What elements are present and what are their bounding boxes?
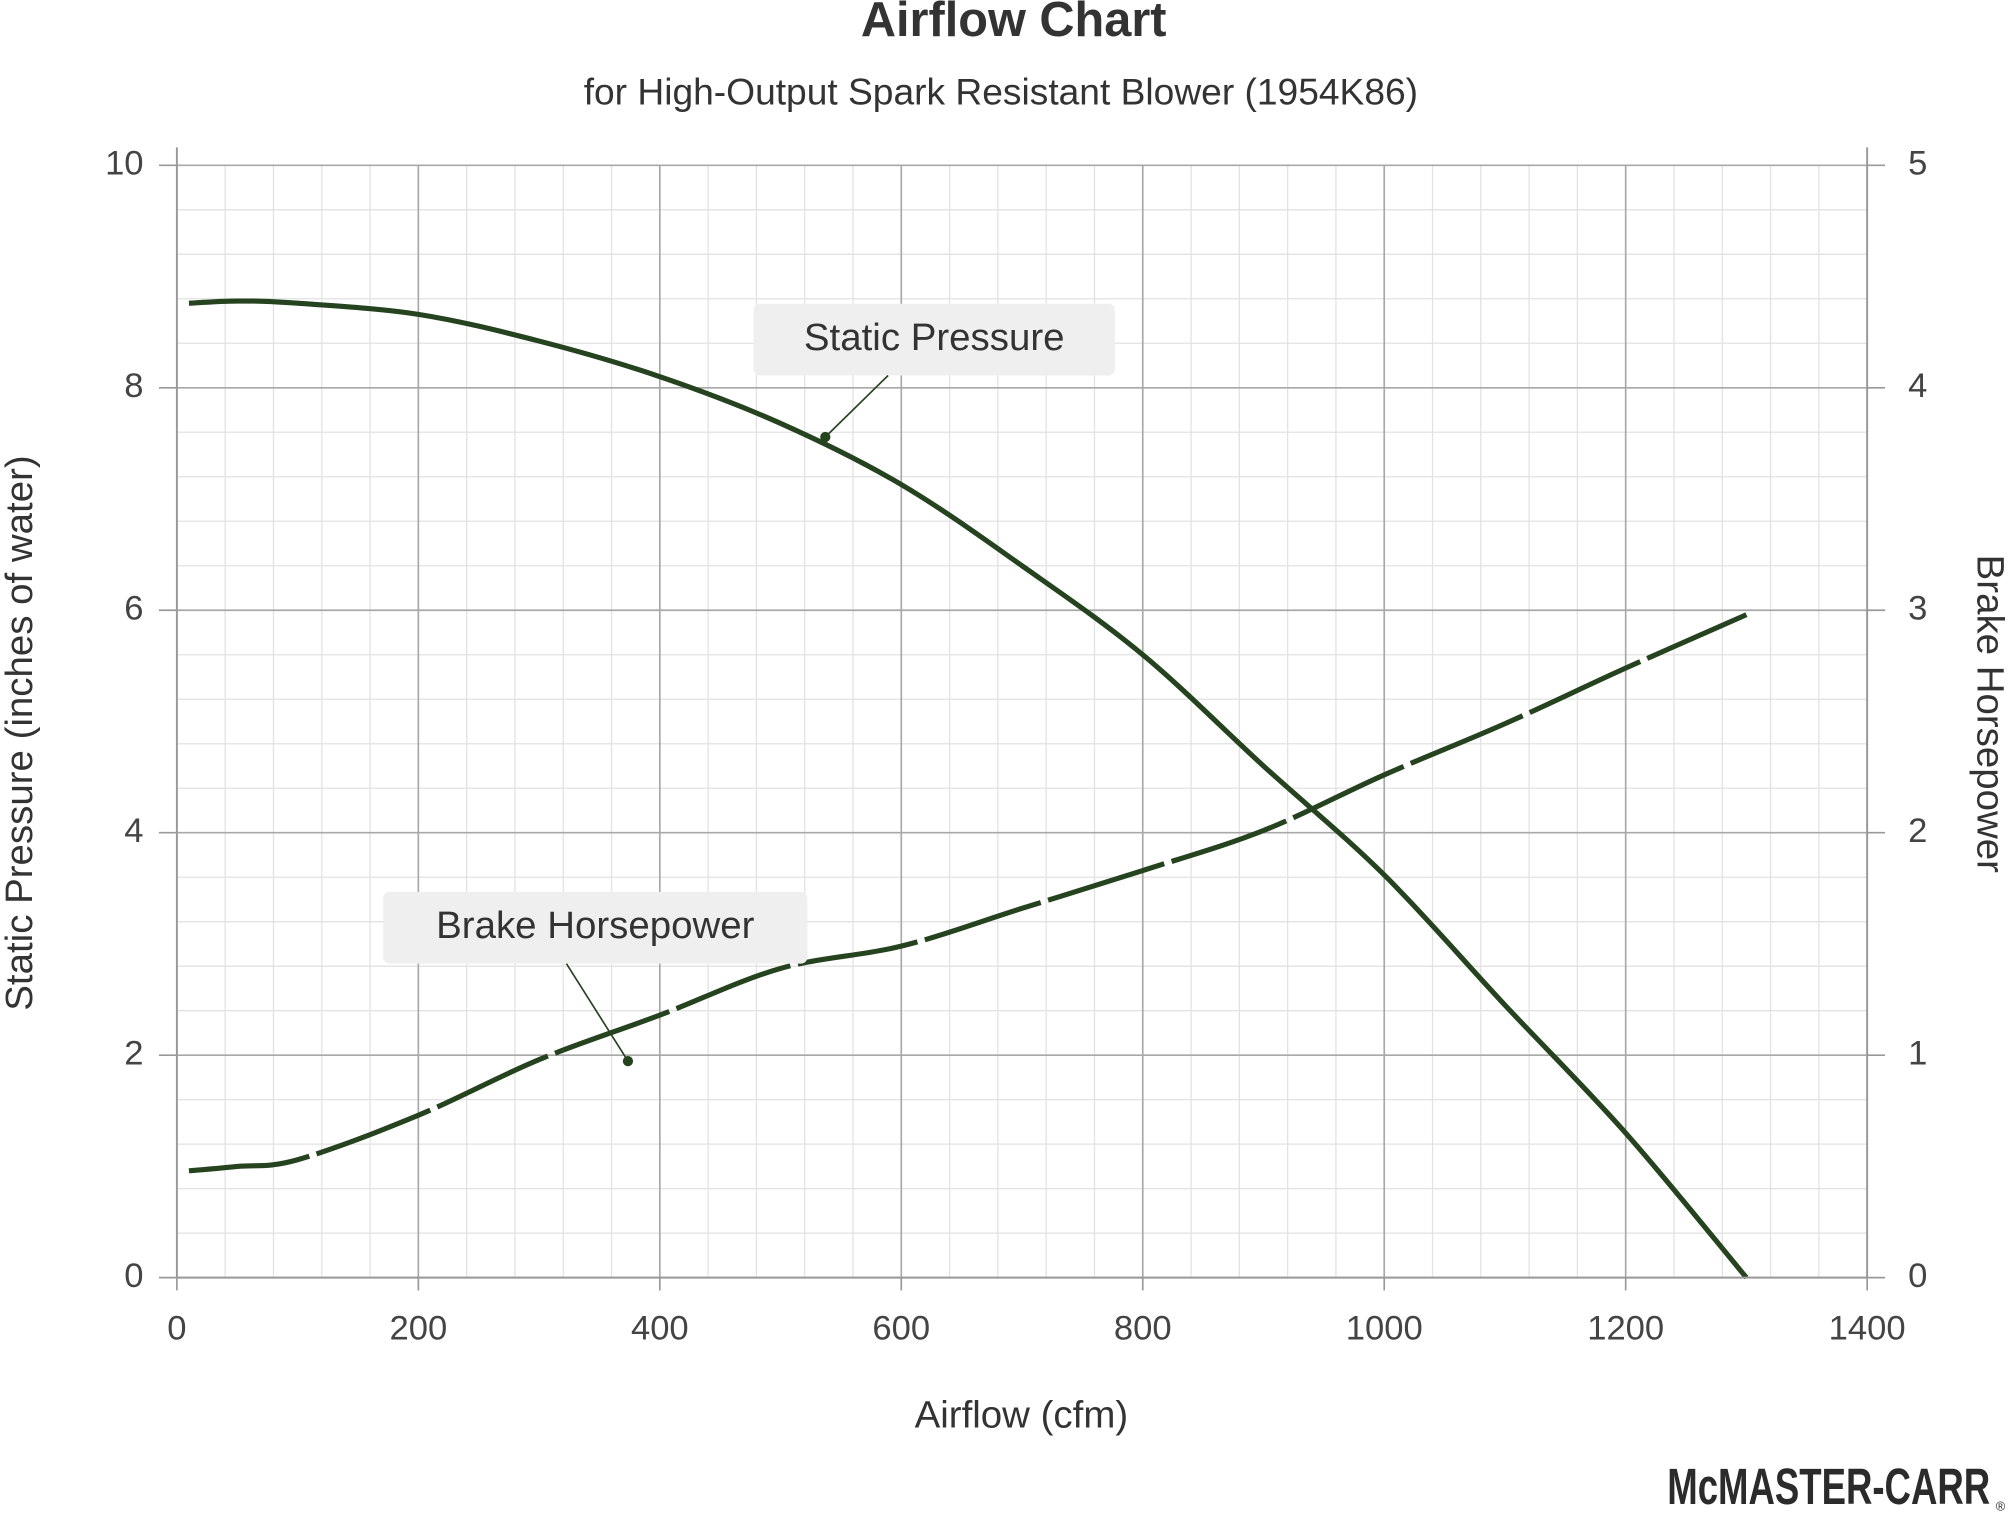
x-tick-label: 600 [872,1309,930,1347]
y-tick-label: 4 [124,812,143,850]
x-tick-label: 800 [1114,1309,1172,1347]
y2-tick-label: 0 [1908,1257,1927,1295]
callout-leader [824,374,889,438]
lines [188,298,1749,1280]
series-line [188,298,1749,1280]
y2-tick-label: 2 [1908,812,1927,850]
callout-box [383,891,808,964]
callout-label: Brake Horsepower [436,904,755,947]
chart-subtitle: for High-Output Spark Resistant Blower (… [584,71,1418,113]
x-tick-label: 0 [167,1309,186,1347]
y2-tick-label: 4 [1908,367,1927,405]
x-tick-label: 1000 [1346,1309,1423,1347]
y2-axis-label: Brake Horsepower [1968,555,2011,874]
y-tick-label: 6 [124,589,143,627]
callout-leader [565,963,629,1062]
x-axis-label: Airflow (cfm) [915,1393,1129,1436]
y2-tick-label: 3 [1908,589,1927,627]
series-line [188,612,1748,1174]
y2-tick-label: 1 [1908,1034,1927,1072]
brand-logo: McMASTER-CARR [1667,1458,1990,1515]
registered-mark: ® [1996,1498,2006,1513]
x-tick-label: 200 [389,1309,447,1347]
y-tick-label: 0 [124,1257,143,1295]
chart-title: Airflow Chart [861,0,1167,47]
x-tick-label: 400 [631,1309,689,1347]
y-tick-label: 8 [124,367,143,405]
x-tick-label: 1200 [1587,1309,1664,1347]
callout-dot [820,431,831,443]
y-tick-label: 10 [105,144,143,182]
callout-box [753,303,1115,376]
y-tick-label: 2 [124,1034,143,1072]
y2-tick-label: 5 [1908,144,1927,182]
callout-label: Static Pressure [804,316,1065,359]
x-tick-label: 1400 [1829,1309,1906,1347]
callout-dot [622,1055,634,1067]
y-axis-label: Static Pressure (inches of water) [0,455,41,1010]
